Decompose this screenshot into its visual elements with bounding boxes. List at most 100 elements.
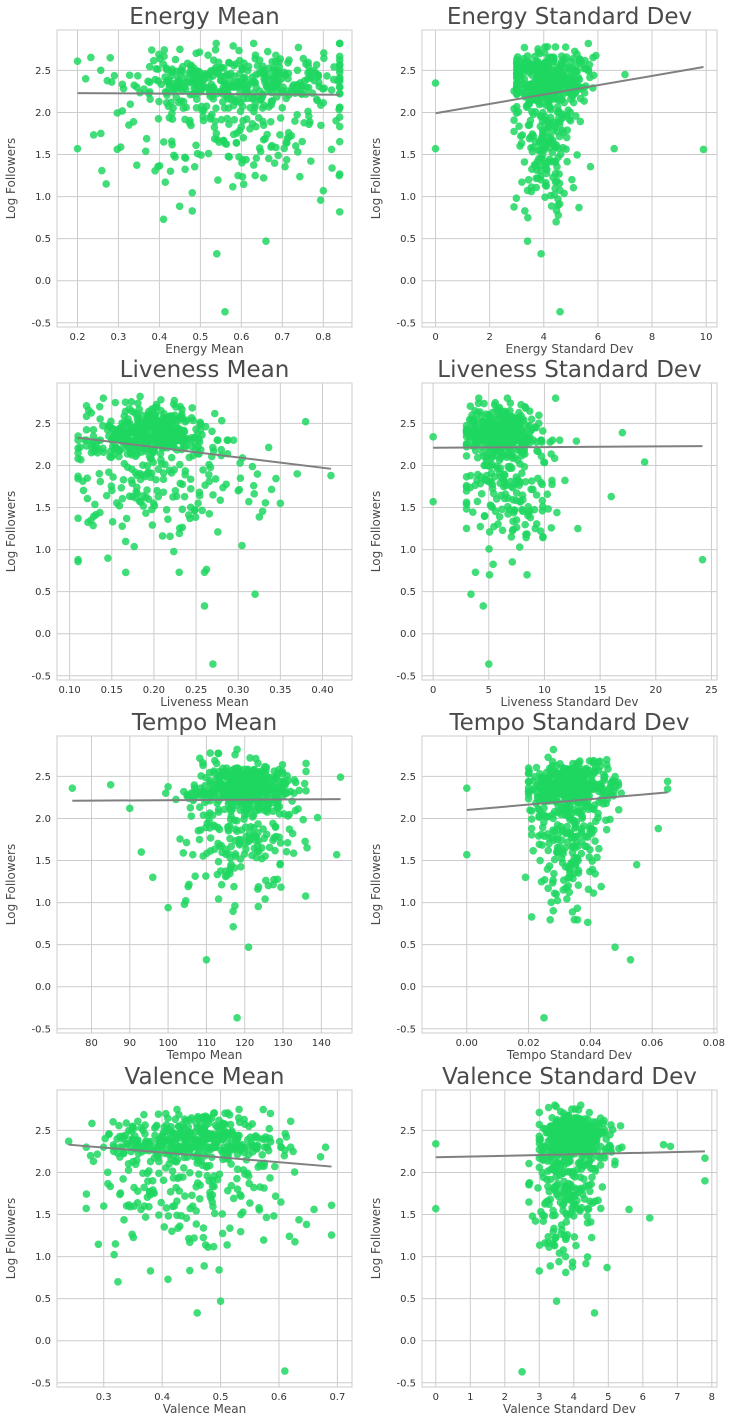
data-point xyxy=(115,1132,124,1141)
data-point xyxy=(480,399,488,408)
data-point xyxy=(480,511,489,520)
data-point xyxy=(164,1212,173,1220)
data-point xyxy=(173,1155,182,1164)
data-point xyxy=(192,49,200,58)
data-point xyxy=(302,1220,311,1229)
data-point xyxy=(529,846,537,855)
data-point xyxy=(560,1143,568,1152)
data-point xyxy=(556,807,564,815)
data-point xyxy=(561,1252,570,1261)
data-point xyxy=(192,141,200,150)
y-tick-label: 2.5 xyxy=(35,419,51,430)
data-point xyxy=(272,790,281,798)
data-point xyxy=(146,1267,155,1275)
data-point xyxy=(268,773,276,782)
data-point xyxy=(127,398,136,406)
data-point xyxy=(462,850,471,859)
data-point xyxy=(586,73,594,82)
x-tick-label: 0 xyxy=(432,332,438,343)
data-point xyxy=(172,1131,181,1139)
data-point xyxy=(281,162,289,171)
data-point xyxy=(276,839,285,847)
data-point xyxy=(148,1177,157,1185)
data-point xyxy=(572,808,581,816)
data-point xyxy=(272,474,280,483)
data-point xyxy=(263,130,271,139)
data-point xyxy=(128,492,137,501)
data-point xyxy=(527,807,536,815)
data-point xyxy=(484,660,493,668)
data-point xyxy=(154,1110,163,1118)
data-point xyxy=(155,1157,163,1166)
data-point xyxy=(559,111,568,120)
data-point xyxy=(148,873,157,882)
data-point xyxy=(147,415,155,424)
data-point xyxy=(596,762,604,771)
data-point xyxy=(172,403,180,411)
data-point xyxy=(520,43,529,52)
data-point xyxy=(546,1262,555,1270)
x-tick-label: 90 xyxy=(123,1038,136,1049)
data-point xyxy=(235,46,243,55)
data-point xyxy=(265,843,274,852)
y-tick-label: 0.0 xyxy=(35,1336,51,1347)
data-point xyxy=(574,524,582,533)
data-point xyxy=(165,432,174,440)
data-point xyxy=(558,83,567,92)
data-point xyxy=(609,792,618,800)
data-point xyxy=(537,877,546,886)
data-point xyxy=(531,524,539,533)
data-point xyxy=(195,803,204,812)
y-tick-label: -0.5 xyxy=(396,1378,416,1389)
data-point xyxy=(555,436,564,445)
data-point xyxy=(101,1134,110,1143)
data-point xyxy=(209,443,217,452)
data-point xyxy=(250,490,259,498)
y-axis-label: Log Followers xyxy=(369,138,383,219)
data-point xyxy=(121,568,130,577)
y-tick-label: 2.0 xyxy=(35,461,51,472)
data-point xyxy=(563,895,571,903)
data-point xyxy=(524,790,533,799)
data-point xyxy=(213,799,221,808)
data-point xyxy=(304,58,312,67)
data-point xyxy=(515,122,523,131)
regression-line xyxy=(435,66,704,115)
data-point xyxy=(202,872,210,880)
data-point xyxy=(82,401,91,410)
data-point xyxy=(239,134,248,142)
data-point xyxy=(462,784,471,792)
y-tick-label: 0.0 xyxy=(35,276,51,287)
data-point xyxy=(217,1135,226,1144)
data-point xyxy=(110,1250,118,1259)
data-point xyxy=(507,421,515,429)
x-tick-label: 0.2 xyxy=(70,332,86,343)
data-point xyxy=(572,112,580,120)
data-point xyxy=(462,473,471,481)
data-point xyxy=(327,1231,336,1239)
data-point xyxy=(235,56,244,65)
data-point xyxy=(88,440,97,448)
data-point xyxy=(291,1238,299,1246)
data-point xyxy=(182,1214,191,1222)
data-point xyxy=(316,1153,325,1161)
data-point xyxy=(475,408,484,416)
data-point xyxy=(543,865,552,873)
data-point xyxy=(238,770,246,778)
data-point xyxy=(154,65,162,73)
data-point xyxy=(227,1181,236,1190)
data-point xyxy=(187,485,195,493)
data-point xyxy=(251,171,259,180)
data-point xyxy=(186,1116,195,1124)
data-point xyxy=(186,116,194,125)
data-point xyxy=(223,789,231,798)
x-tick-label: 0.25 xyxy=(185,685,207,696)
data-point xyxy=(525,134,534,143)
data-point xyxy=(529,110,538,119)
data-point xyxy=(540,458,549,467)
data-point xyxy=(558,859,567,867)
data-point xyxy=(534,1184,542,1192)
data-point xyxy=(557,822,565,831)
data-point xyxy=(273,803,282,812)
y-tick-label: 1.5 xyxy=(35,150,51,161)
